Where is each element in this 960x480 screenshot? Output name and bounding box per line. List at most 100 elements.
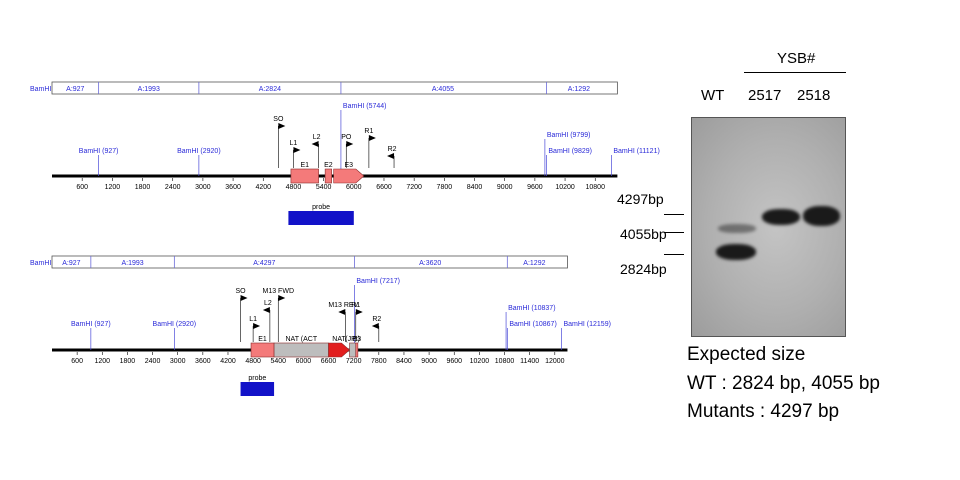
axis-tick-label: 1800: [135, 184, 151, 191]
site-label: BamHI (10837): [508, 305, 555, 312]
axis-tick-label: 3000: [170, 358, 186, 365]
feature-arrow: [333, 168, 365, 184]
segment-label: A:2824: [259, 86, 281, 93]
segment-bar: [51, 255, 568, 269]
segment-label: A:1993: [122, 260, 144, 267]
axis-tick-label: 6600: [321, 358, 337, 365]
axis-tick-label: 5400: [316, 184, 332, 191]
axis-tick-label: 600: [76, 184, 88, 191]
primer-arrow: [338, 309, 346, 315]
site-label: BamHI (2920): [153, 321, 197, 328]
primer-arrow: [262, 307, 270, 313]
primer-arrow: [368, 135, 376, 141]
band-2518-4297: [803, 206, 840, 226]
primer-arrow: [278, 123, 286, 129]
marker-4297bp: 4297bp: [617, 191, 664, 207]
axis-tick-label: 4800: [286, 184, 302, 191]
restriction-maps: BamHI A:927 A:1993 A:2824 A:4055 A:1292 600 120…: [30, 81, 660, 396]
primer-label: R2: [388, 146, 397, 153]
probe-label: probe: [248, 375, 266, 382]
primer-label: L2: [264, 300, 272, 307]
marker-line-4055: [664, 232, 684, 233]
primer-label: PO: [341, 134, 352, 141]
axis-tick-label: 9000: [497, 184, 513, 191]
primer-arrow: [371, 323, 379, 329]
segment-label: A:1292: [568, 86, 590, 93]
segment-label: A:4297: [253, 260, 275, 267]
site-label: BamHI (7217): [356, 278, 400, 285]
primer-arrow: [293, 147, 301, 153]
primer-arrow: [311, 141, 319, 147]
axis-tick-label: 2400: [165, 184, 181, 191]
segment-label: A:4055: [432, 86, 454, 93]
southern-blot-gel: [691, 117, 846, 337]
feature-label: E1: [258, 336, 267, 343]
segment-bamhi-label: BamHI: [30, 260, 51, 267]
primer-arrow: [253, 323, 261, 329]
feature-arrow: [328, 342, 350, 358]
expected-mutants: Mutants : 4297 bp: [687, 401, 840, 422]
primer-label: SO: [235, 288, 246, 295]
primer-label: SO: [273, 116, 284, 123]
site-label: BamHI (9829): [548, 148, 592, 155]
segment-label: A:927: [66, 86, 84, 93]
primer-label: R1: [364, 128, 373, 135]
site-label: BamHI (9799): [547, 132, 591, 139]
primer-arrow: [240, 295, 248, 301]
axis-tick-label: 3600: [225, 184, 241, 191]
primer-label: R1: [351, 302, 360, 309]
feature-label: E3: [353, 336, 362, 343]
primer-arrow: [355, 309, 363, 315]
expected-size-title: Expected size: [687, 344, 806, 365]
axis-tick-label: 600: [71, 358, 83, 365]
primer-label: M13 FWD: [263, 288, 295, 295]
primer-label: R2: [372, 316, 381, 323]
site-label: BamHI (927): [79, 148, 119, 155]
axis-tick-label: 10800: [586, 184, 606, 191]
axis-tick-label: 4200: [220, 358, 236, 365]
feature-label: (JPt): [345, 336, 360, 343]
feature-box: [290, 168, 319, 184]
ysb-group-line: [744, 72, 846, 73]
feature-box: [355, 342, 359, 358]
axis-tick-label: 6000: [346, 184, 362, 191]
marker-4055bp: 4055bp: [620, 226, 667, 242]
band-2517-4297: [762, 209, 800, 225]
axis-tick-label: 4800: [245, 358, 261, 365]
primer-arrow: [346, 141, 354, 147]
expected-wt: WT : 2824 bp, 4055 bp: [687, 373, 880, 394]
feature-box: [250, 342, 275, 358]
segment-bar: [51, 81, 618, 95]
segment-label: A:3620: [419, 260, 441, 267]
axis-tick-label: 10200: [470, 358, 490, 365]
feature-label: NAT (ACT: [285, 336, 317, 343]
probe-bar: [288, 211, 354, 225]
lane-label-2517: 2517: [748, 87, 782, 104]
primer-label: L1: [290, 140, 298, 147]
primer-label: L1: [249, 316, 257, 323]
axis-tick-label: 1200: [94, 358, 110, 365]
site-label: BamHI (12159): [563, 321, 610, 328]
site-label: BamHI (10867): [509, 321, 556, 328]
band-wt-2824: [716, 244, 756, 260]
feature-label: E1: [300, 162, 309, 169]
lane-label-wt: WT: [701, 87, 725, 104]
site-label: BamHI (5744): [343, 103, 387, 110]
axis-tick-label: 10200: [555, 184, 575, 191]
axis-tick-label: 6600: [376, 184, 392, 191]
axis-tick-label: 5400: [270, 358, 286, 365]
ysb-group-label: YSB#: [777, 50, 816, 67]
axis-tick-label: 8400: [467, 184, 483, 191]
axis-tick-label: 9600: [446, 358, 462, 365]
segment-bamhi-label: BamHI: [30, 86, 51, 93]
axis-tick-label: 1200: [105, 184, 121, 191]
lane-label-2518: 2518: [797, 87, 831, 104]
axis-tick-label: 4200: [255, 184, 271, 191]
marker-2824bp: 2824bp: [620, 261, 667, 277]
axis-tick-label: 7800: [437, 184, 453, 191]
axis-tick-label: 8400: [396, 358, 412, 365]
probe-bar: [240, 382, 275, 396]
axis-tick-label: 6000: [296, 358, 312, 365]
band-wt-4055: [718, 224, 756, 233]
primer-arrow: [278, 295, 286, 301]
